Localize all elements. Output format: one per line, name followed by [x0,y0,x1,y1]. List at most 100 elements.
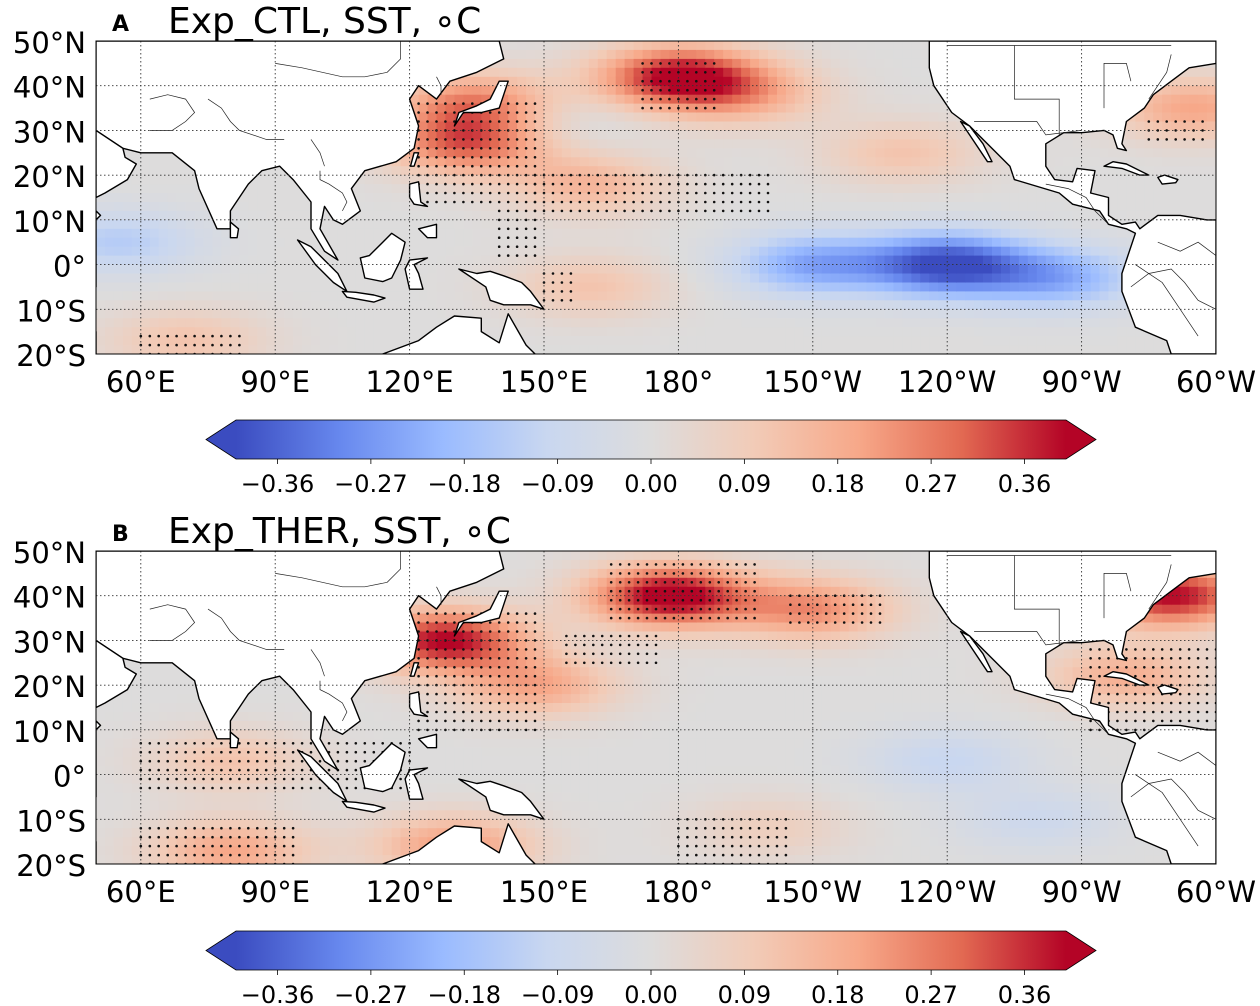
landmass-namerica [928,551,1216,864]
lat-tick-label: 50°N [13,536,86,570]
colorbar-tick-label: 0.18 [811,470,864,498]
colorbar-tick-label: −0.09 [521,981,595,1006]
lon-tick-label: 150°E [500,875,588,909]
landmass-arabia [96,129,138,199]
lon-tick-label: 180° [643,875,713,909]
landmass-japan [453,80,509,127]
colorbar-tick-label: 0.36 [998,470,1051,498]
colorbar-tick-label: −0.36 [241,981,315,1006]
lat-tick-label: 30°N [13,115,86,149]
colorbar-extend-high [1066,931,1096,970]
landmass-baja [959,630,993,673]
landmass-java [341,800,386,813]
colorbar-tick-label: 0.09 [718,981,771,1006]
colorbar-tick-label: −0.18 [427,981,501,1006]
lat-tick-label: 10°S [16,804,86,838]
landmass-borneo [359,232,406,283]
lon-tick-label: 90°E [240,875,310,909]
colorbar-extend-low [206,420,236,459]
lat-tick-label: 10°N [13,715,86,749]
landmass-srilanka [229,221,240,239]
colorbar-tick-label: 0.36 [998,981,1051,1006]
lon-tick-label: 90°W [1042,875,1122,909]
colorbar: −0.36 −0.27 −0.18 −0.09 0.00 0.09 0.18 0.27 0.36 [205,930,1097,1006]
panel-letter: B [112,522,129,547]
gridlines [96,551,1216,864]
landmass-asia [96,551,505,771]
landmass-java [341,290,386,303]
borders [149,41,1216,337]
lat-tick-label: 10°N [13,205,86,239]
gridlines [96,41,1216,354]
panel-a: A Exp_CTL, SST, ∘C 50°N 40°N 30°N 20°N 10°N 0° 1… [13,1,1256,498]
lat-tick-label: 40°N [13,581,86,615]
borders [149,551,1216,847]
lon-tick-label: 180° [643,365,713,399]
landmass-mindanao [417,733,438,749]
panel-letter: A [112,12,129,37]
lon-tick-label: 60°E [106,875,176,909]
colorbar-tick-label: −0.27 [334,981,408,1006]
landmass-sulawesi [404,767,429,800]
lat-tick-label: 30°N [13,625,86,659]
lon-tick-label: 120°E [366,365,454,399]
map-frame [95,550,1217,865]
colorbar-tick-label: 0.00 [624,470,677,498]
colorbar-tick-label: −0.27 [334,470,408,498]
colorbar-tick-label: −0.18 [427,470,501,498]
lat-tick-label: 10°S [16,294,86,328]
landmass-borneo [359,742,406,793]
panel-b: B Exp_THER, SST, ∘C 50°N 40°N 30°N 20°N 10°N 0°… [13,511,1256,1006]
landmass-mindanao [417,223,438,239]
lat-tick-label: 20°S [16,849,86,883]
lon-tick-label: 150°W [764,875,863,909]
lat-tick-label: 50°N [13,26,86,60]
lat-tick-label: 0° [53,250,86,284]
lon-tick-label: 90°W [1042,365,1122,399]
landmass-taiwan [409,662,420,677]
panel-title: Exp_THER, SST, ∘C [168,511,511,552]
colorbar-tick-label: 0.18 [811,981,864,1006]
landmass-taiwan [409,152,420,167]
landmass-hispaniola [1157,174,1179,185]
lon-tick-label: 120°W [898,365,997,399]
landmass-hispaniola [1157,684,1179,695]
colorbar-tick-label: 0.00 [624,981,677,1006]
landmass-srilanka [229,731,240,749]
lon-tick-label: 120°E [366,875,454,909]
colorbar-tick-label: −0.09 [521,470,595,498]
lat-tick-label: 0° [53,760,86,794]
colorbar-tick-label: 0.27 [904,470,957,498]
colorbar-tick-label: −0.36 [241,470,315,498]
lon-tick-label: 90°E [240,365,310,399]
significance-stipple [139,62,1204,354]
lon-tick-label: 150°E [500,365,588,399]
lon-tick-label: 120°W [898,875,997,909]
colorbar: −0.36 −0.27 −0.18 −0.09 0.00 0.09 0.18 0.27 0.36 [205,419,1097,498]
lon-tick-label: 60°W [1176,875,1256,909]
landmass-baja [959,120,993,163]
landmass-arabia [96,639,138,709]
panel-title: Exp_CTL, SST, ∘C [168,1,481,42]
land-mask [96,551,1216,864]
lat-tick-label: 20°S [16,339,86,373]
lat-tick-label: 20°N [13,670,86,704]
land-mask [96,41,1216,354]
lat-tick-label: 40°N [13,71,86,105]
map-frame [95,40,1217,355]
lon-tick-label: 60°E [106,365,176,399]
colorbar-extend-high [1066,420,1096,459]
colorbar-tick-label: 0.09 [718,470,771,498]
lon-tick-label: 60°W [1176,365,1256,399]
colorbar-extend-low [206,931,236,970]
landmass-namerica [928,41,1216,354]
lon-tick-label: 150°W [764,365,863,399]
colorbar-tick-label: 0.27 [904,981,957,1006]
lat-tick-label: 20°N [13,160,86,194]
landmass-japan [453,590,509,637]
landmass-australia [382,313,537,354]
landmass-sulawesi [404,257,429,290]
landmass-asia [96,41,505,261]
landmass-australia [382,823,537,864]
